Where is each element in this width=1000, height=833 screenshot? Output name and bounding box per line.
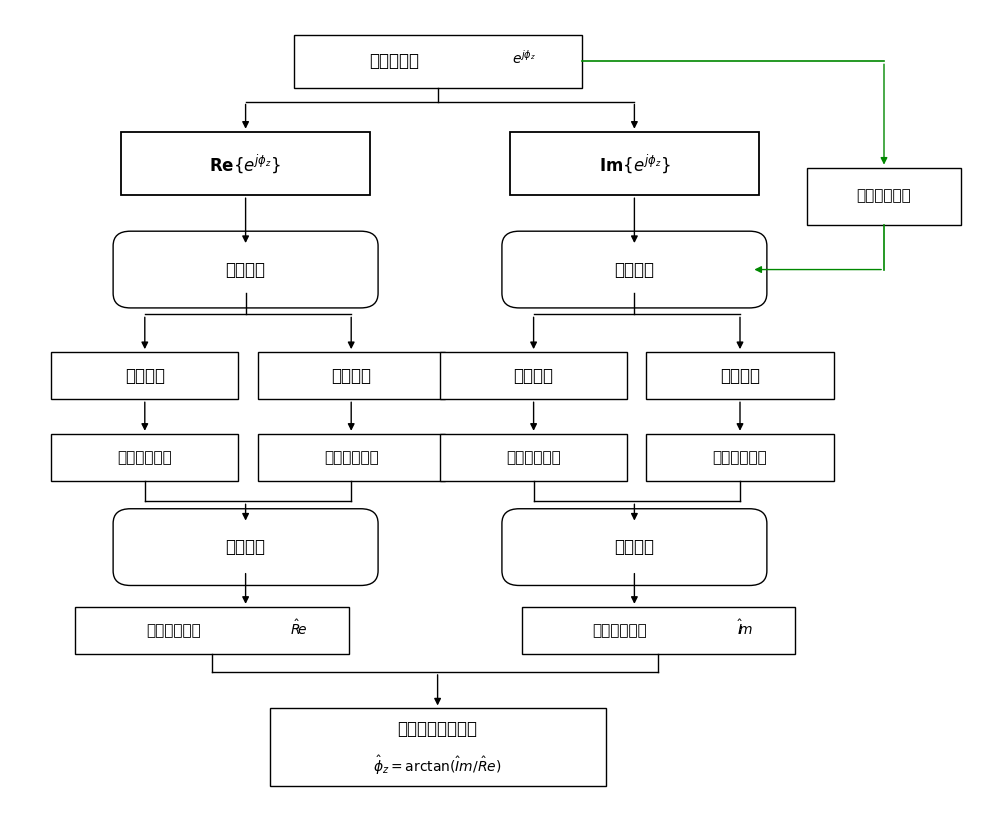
FancyBboxPatch shape: [294, 35, 582, 88]
Text: $\mathbf{Re}\{e^{j\phi_z}\}$: $\mathbf{Re}\{e^{j\phi_z}\}$: [209, 152, 282, 175]
FancyBboxPatch shape: [258, 434, 445, 481]
FancyBboxPatch shape: [258, 352, 445, 399]
Text: 局部频率估计: 局部频率估计: [857, 188, 911, 203]
FancyBboxPatch shape: [75, 606, 349, 654]
Text: $e^{j\phi_z}$: $e^{j\phi_z}$: [512, 48, 536, 67]
Text: $\hat{R}\!e$: $\hat{R}\!e$: [290, 618, 307, 637]
Text: $\mathbf{Im}\{e^{j\phi_z}\}$: $\mathbf{Im}\{e^{j\phi_z}\}$: [599, 152, 670, 175]
Text: 信号子带: 信号子带: [514, 367, 554, 385]
Text: 邻域阈值收缩: 邻域阈值收缩: [117, 450, 172, 465]
FancyBboxPatch shape: [502, 509, 767, 586]
Text: 噪声子带: 噪声子带: [720, 367, 760, 385]
Text: 信号子带: 信号子带: [125, 367, 165, 385]
Text: 通用阈值收缩: 通用阈值收缩: [713, 450, 767, 465]
Text: 滤波后的虚部: 滤波后的虚部: [593, 623, 647, 638]
Text: $\hat{I}\!m$: $\hat{I}\!m$: [737, 618, 753, 637]
Text: $\hat{\phi}_z = \arctan(\hat{I}m / \hat{R}e)$: $\hat{\phi}_z = \arctan(\hat{I}m / \hat{…: [373, 754, 502, 776]
FancyBboxPatch shape: [113, 509, 378, 586]
Text: 邻域阈值收缩: 邻域阈值收缩: [506, 450, 561, 465]
FancyBboxPatch shape: [502, 232, 767, 308]
Text: 噪声子带: 噪声子带: [331, 367, 371, 385]
FancyBboxPatch shape: [646, 434, 834, 481]
Text: 滤波后的实部: 滤波后的实部: [146, 623, 201, 638]
FancyBboxPatch shape: [440, 352, 627, 399]
Text: 小波重构: 小波重构: [226, 538, 266, 556]
FancyBboxPatch shape: [270, 708, 606, 786]
FancyBboxPatch shape: [440, 434, 627, 481]
FancyBboxPatch shape: [51, 434, 238, 481]
FancyBboxPatch shape: [121, 132, 370, 195]
FancyBboxPatch shape: [646, 352, 834, 399]
Text: 滤波后的干涉相位: 滤波后的干涉相位: [398, 721, 478, 738]
FancyBboxPatch shape: [522, 606, 795, 654]
Text: 干涉相位图: 干涉相位图: [369, 52, 419, 71]
FancyBboxPatch shape: [510, 132, 759, 195]
FancyBboxPatch shape: [807, 167, 961, 225]
Text: 小波分解: 小波分解: [226, 261, 266, 278]
FancyBboxPatch shape: [51, 352, 238, 399]
Text: 小波重构: 小波重构: [614, 538, 654, 556]
Text: 通用阈值收缩: 通用阈值收缩: [324, 450, 379, 465]
Text: 小波分解: 小波分解: [614, 261, 654, 278]
FancyBboxPatch shape: [113, 232, 378, 308]
